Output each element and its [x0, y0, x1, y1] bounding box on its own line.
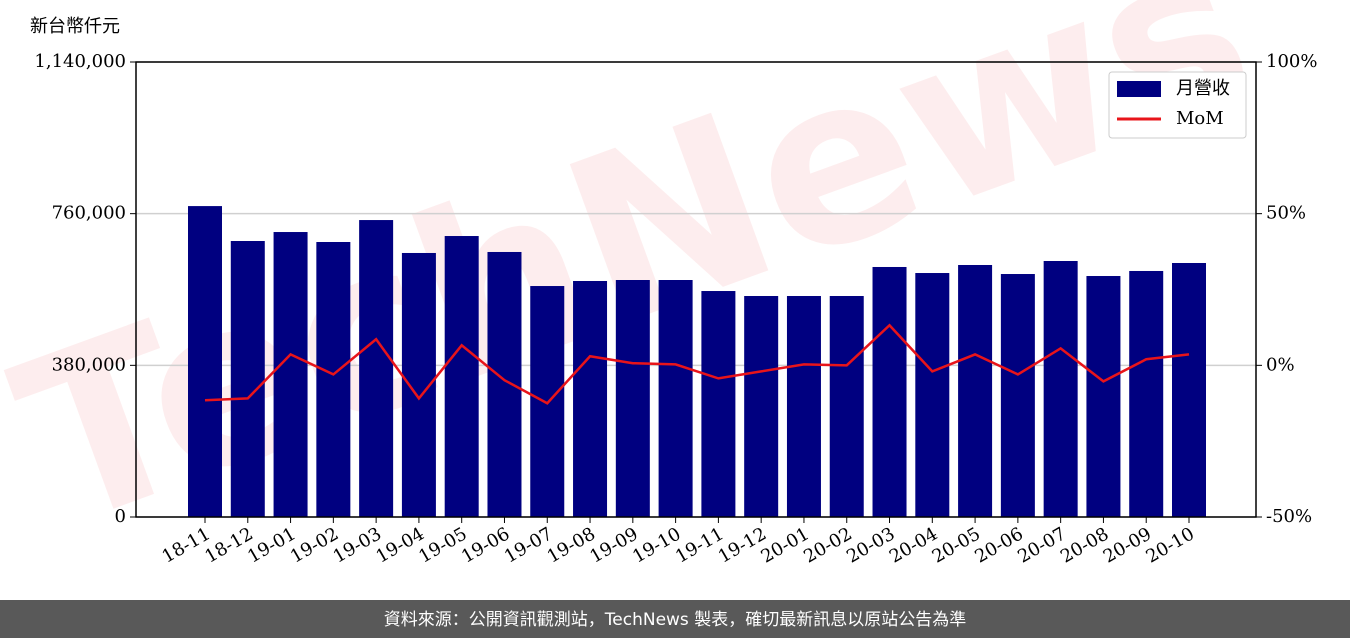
x-tick-label: 19-09: [586, 523, 641, 567]
x-tick-label: 19-01: [244, 523, 299, 567]
y-tick-label: 1,140,000: [34, 51, 126, 72]
x-tick-label: 20-01: [758, 523, 813, 567]
bar: [658, 280, 693, 517]
x-tick-label: 20-08: [1057, 523, 1112, 567]
x-tick-label: 20-03: [843, 523, 898, 567]
y-axis-label: 新台幣仟元: [30, 16, 120, 37]
x-tick-label: 19-04: [372, 523, 427, 567]
y2-tick-label: 100%: [1266, 51, 1317, 72]
bar: [1129, 270, 1164, 517]
bar: [359, 220, 394, 518]
bar: [872, 266, 907, 517]
y2-tick-label: 50%: [1266, 203, 1306, 224]
x-tick-label: 19-11: [672, 523, 727, 567]
bar: [615, 280, 650, 517]
x-tick-label: 19-10: [629, 523, 684, 567]
bar: [230, 241, 265, 517]
plot-frame: [135, 61, 1257, 518]
source-note: 資料來源：公開資訊觀測站，TechNews 製表，確切最新訊息以原站公告為準: [384, 610, 966, 630]
y2-tick-label: -50%: [1266, 506, 1312, 527]
legend-label: MoM: [1176, 108, 1224, 129]
legend-label: 月營收: [1176, 78, 1230, 99]
y2-tick-label: 0%: [1266, 354, 1295, 375]
bar: [744, 296, 779, 517]
x-tick-label: 19-03: [330, 523, 385, 567]
bar: [188, 206, 222, 518]
x-tick-label: 19-08: [544, 523, 599, 567]
bar: [273, 232, 308, 518]
bar: [786, 296, 821, 517]
bar: [487, 251, 522, 517]
bar: [1043, 261, 1078, 517]
bar: [444, 236, 479, 517]
x-tick-label: 20-06: [971, 523, 1026, 567]
x-tick-label: 20-09: [1100, 523, 1155, 567]
line: [204, 323, 1190, 405]
x-tick-label: 19-07: [501, 523, 556, 567]
y-tick-label: 380,000: [52, 354, 126, 375]
bar: [1000, 274, 1035, 517]
footer-bar: [0, 600, 1350, 638]
x-tick-label: 19-02: [287, 523, 342, 567]
x-tick-label: 20-04: [886, 523, 941, 567]
legend: 月營收 MoM: [1108, 71, 1247, 139]
bar: [1086, 276, 1121, 517]
x-tick-label: 20-10: [1143, 523, 1198, 567]
bar: [1172, 262, 1206, 517]
bar: [573, 280, 608, 517]
x-tick-label: 20-02: [800, 523, 855, 567]
x-tick-label: 19-12: [715, 523, 770, 567]
y-tick-label: 760,000: [52, 203, 126, 224]
x-tick-label: 20-05: [929, 523, 984, 567]
legend-swatch: [1117, 81, 1161, 97]
bar: [829, 296, 864, 517]
x-tick-label: 19-06: [458, 523, 513, 567]
bar: [316, 242, 351, 517]
bar: [701, 291, 736, 517]
bar: [915, 273, 950, 517]
y-tick-label: 0: [115, 506, 126, 527]
x-tick-label: 20-07: [1014, 523, 1069, 567]
bar: [958, 264, 993, 517]
x-tick-label: 19-05: [415, 523, 470, 567]
